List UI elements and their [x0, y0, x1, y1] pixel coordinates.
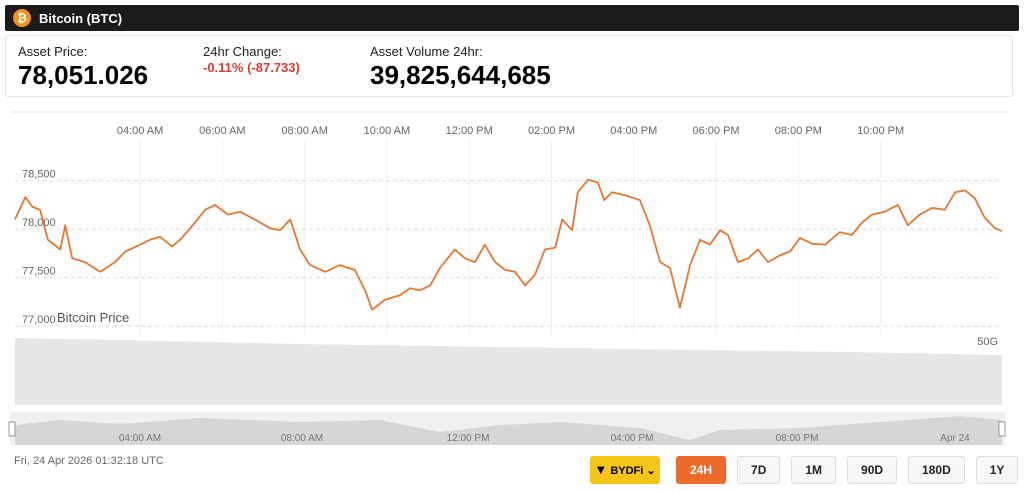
x-tick-label: 04:00 PM	[610, 125, 657, 137]
timestamp: Fri, 24 Apr 2026 01:32:18 UTC	[14, 455, 164, 467]
navigator-tick-label: 08:00 AM	[281, 433, 323, 444]
title-bar: ₿ Bitcoin (BTC)	[5, 5, 1019, 31]
navigator-handle[interactable]	[8, 421, 16, 437]
navigator-handle[interactable]	[998, 421, 1006, 437]
x-tick-label: 10:00 PM	[857, 125, 904, 137]
asset-title: Bitcoin (BTC)	[39, 11, 123, 26]
volume-label: Asset Volume 24hr:	[370, 44, 483, 59]
volume-value: 39,825,644,685	[370, 60, 551, 90]
navigator-tick-label: 12:00 PM	[447, 433, 490, 444]
x-tick-label: 10:00 AM	[364, 125, 410, 137]
x-tick-label: 06:00 AM	[199, 125, 245, 137]
legend-label: Bitcoin Price	[57, 310, 129, 325]
bitcoin-icon: ₿	[13, 9, 31, 27]
range-button[interactable]: 7D	[737, 456, 781, 484]
y-tick-label: 78,500	[22, 169, 56, 181]
price-stat: Asset Price: 78,051.026	[18, 44, 148, 91]
x-tick-label: 04:00 AM	[117, 125, 163, 137]
x-tick-label: 08:00 PM	[775, 125, 822, 137]
y-tick-label: 77,500	[22, 266, 56, 278]
range-buttons: 24H 7D 1M 90D 180D 1Y	[676, 456, 1019, 484]
y-tick-label: 77,000	[22, 314, 56, 326]
volume-axis-label: 50G	[977, 336, 998, 348]
price-label: Asset Price:	[18, 44, 88, 59]
x-tick-label: 08:00 AM	[281, 125, 327, 137]
y-tick-label: 78,000	[22, 217, 56, 229]
exchange-dropdown[interactable]: ▼ BYDFi ⌄	[590, 456, 660, 484]
change-label: 24hr Change:	[203, 44, 282, 59]
navigator-tick-label: 08:00 PM	[776, 433, 819, 444]
volume-stat: Asset Volume 24hr: 39,825,644,685	[370, 44, 551, 91]
volume-area	[15, 338, 1002, 405]
navigator-tick-label: 04:00 PM	[611, 433, 654, 444]
navigator-tick-label: Apr 24	[940, 433, 970, 444]
navigator-area	[15, 416, 1002, 445]
range-button[interactable]: 180D	[908, 456, 965, 484]
range-button[interactable]: 90D	[847, 456, 898, 484]
exchange-name: BYDFi	[610, 465, 644, 477]
price-line	[14, 178, 1003, 311]
range-button[interactable]: 1Y	[975, 456, 1019, 484]
price-value: 78,051.026	[18, 60, 149, 90]
range-button[interactable]: 24H	[676, 456, 727, 484]
navigator-tick-label: 04:00 AM	[119, 433, 161, 444]
x-tick-label: 12:00 PM	[446, 125, 493, 137]
range-button[interactable]: 1M	[791, 456, 837, 484]
x-tick-label: 06:00 PM	[693, 125, 740, 137]
x-tick-label: 02:00 PM	[528, 125, 575, 137]
stats-panel: Asset Price: 78,051.026 24hr Change: -0.…	[5, 35, 1013, 97]
change-value: -0.11% (-87.733)	[203, 60, 300, 75]
change-stat: 24hr Change: -0.11% (-87.733)	[203, 44, 300, 75]
